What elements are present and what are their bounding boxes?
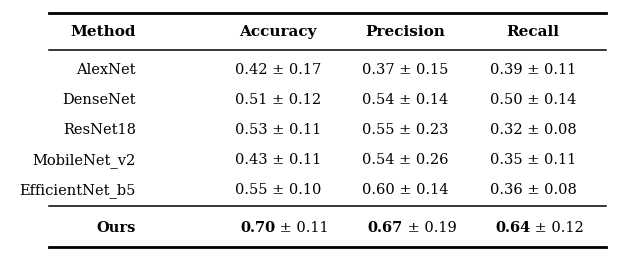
- Text: EfficientNet_b5: EfficientNet_b5: [20, 183, 136, 198]
- Text: 0.42 ± 0.17: 0.42 ± 0.17: [235, 63, 321, 77]
- Text: 0.54 ± 0.26: 0.54 ± 0.26: [362, 153, 449, 167]
- Text: 0.32 ± 0.08: 0.32 ± 0.08: [490, 123, 577, 137]
- Text: Recall: Recall: [507, 25, 560, 39]
- Text: 0.64: 0.64: [495, 221, 530, 235]
- Text: DenseNet: DenseNet: [63, 93, 136, 107]
- Text: ± 0.11: ± 0.11: [275, 221, 329, 235]
- Text: 0.37 ± 0.15: 0.37 ± 0.15: [363, 63, 449, 77]
- Text: 0.67: 0.67: [368, 221, 403, 235]
- Text: ± 0.12: ± 0.12: [530, 221, 584, 235]
- Text: ResNet18: ResNet18: [63, 123, 136, 137]
- Text: 0.60 ± 0.14: 0.60 ± 0.14: [362, 183, 449, 197]
- Text: Precision: Precision: [366, 25, 446, 39]
- Text: 0.36 ± 0.08: 0.36 ± 0.08: [490, 183, 577, 197]
- Text: 0.55 ± 0.23: 0.55 ± 0.23: [362, 123, 449, 137]
- Text: 0.35 ± 0.11: 0.35 ± 0.11: [490, 153, 576, 167]
- Text: 0.55 ± 0.10: 0.55 ± 0.10: [235, 183, 321, 197]
- Text: Accuracy: Accuracy: [239, 25, 317, 39]
- Text: 0.39 ± 0.11: 0.39 ± 0.11: [490, 63, 576, 77]
- Text: MobileNet_v2: MobileNet_v2: [33, 153, 136, 168]
- Text: 0.54 ± 0.14: 0.54 ± 0.14: [363, 93, 449, 107]
- Text: Ours: Ours: [97, 221, 136, 235]
- Text: 0.53 ± 0.11: 0.53 ± 0.11: [235, 123, 321, 137]
- Text: Method: Method: [71, 25, 136, 39]
- Text: 0.43 ± 0.11: 0.43 ± 0.11: [235, 153, 321, 167]
- Text: 0.50 ± 0.14: 0.50 ± 0.14: [490, 93, 577, 107]
- Text: 0.51 ± 0.12: 0.51 ± 0.12: [235, 93, 321, 107]
- Text: ± 0.19: ± 0.19: [403, 221, 456, 235]
- Text: AlexNet: AlexNet: [76, 63, 136, 77]
- Text: 0.70: 0.70: [240, 221, 275, 235]
